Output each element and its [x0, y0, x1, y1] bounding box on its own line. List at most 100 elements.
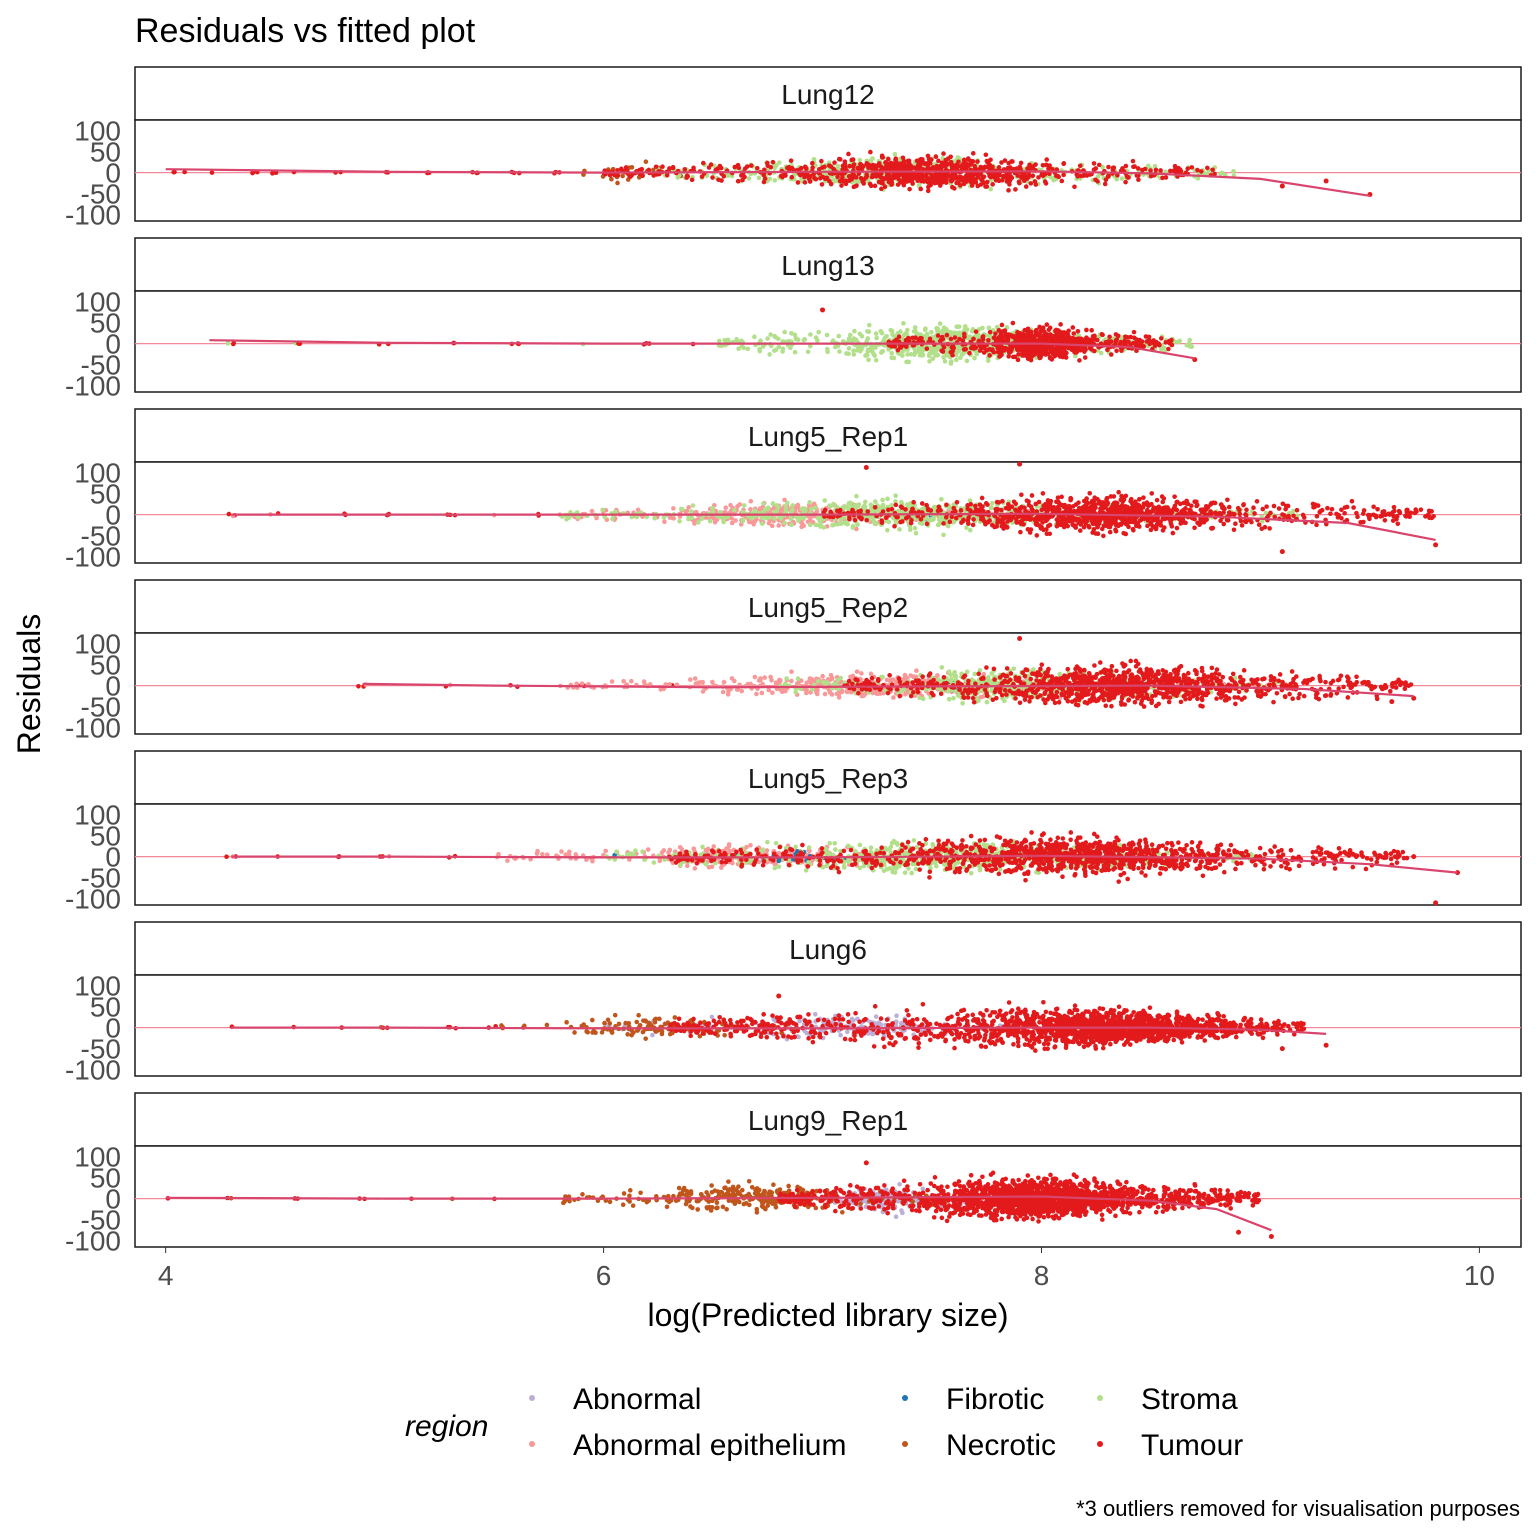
data-point	[1000, 336, 1005, 341]
data-point	[1162, 516, 1168, 522]
data-point	[745, 346, 751, 352]
data-point	[912, 349, 918, 355]
data-point	[954, 324, 960, 330]
data-point	[1371, 512, 1376, 518]
data-point	[880, 180, 885, 186]
data-point	[1066, 337, 1071, 343]
data-point	[916, 182, 922, 188]
data-point	[888, 175, 893, 180]
data-point	[811, 156, 817, 162]
data-point	[872, 353, 877, 358]
data-point	[1375, 506, 1380, 512]
data-point	[1174, 525, 1180, 531]
data-point	[922, 161, 927, 167]
data-point	[830, 522, 835, 528]
data-point	[1294, 507, 1300, 513]
data-point	[952, 335, 958, 340]
data-point	[999, 160, 1004, 165]
data-point	[911, 499, 916, 505]
data-point	[801, 515, 807, 520]
data-point	[1106, 164, 1111, 170]
data-point	[862, 503, 867, 509]
data-point	[1123, 163, 1129, 169]
data-point	[1015, 347, 1020, 353]
data-point	[852, 517, 858, 523]
data-point	[765, 163, 771, 169]
data-point	[1084, 173, 1090, 178]
data-point	[901, 332, 907, 338]
data-point	[1100, 332, 1105, 338]
data-point	[1166, 338, 1172, 344]
data-point	[879, 520, 885, 526]
data-point	[1105, 347, 1110, 353]
data-point	[708, 162, 714, 167]
data-point	[941, 151, 946, 156]
data-point	[941, 532, 946, 538]
data-point	[1059, 178, 1065, 184]
data-point	[822, 498, 828, 503]
data-point	[898, 351, 903, 357]
data-point	[999, 507, 1004, 513]
data-point	[707, 518, 713, 524]
data-point	[1185, 166, 1191, 171]
data-point	[981, 350, 987, 355]
data-point	[839, 521, 844, 526]
data-point	[987, 347, 992, 352]
data-point	[996, 500, 1002, 505]
data-point	[954, 180, 959, 186]
data-point	[954, 165, 959, 170]
data-point	[1239, 523, 1245, 528]
data-point	[1189, 165, 1195, 170]
data-point	[696, 520, 701, 525]
data-point	[1113, 339, 1119, 345]
data-point	[1238, 518, 1244, 524]
outlier-point	[820, 307, 826, 313]
data-point	[1013, 187, 1018, 192]
data-point	[870, 162, 876, 168]
data-point	[944, 174, 950, 179]
data-point	[225, 341, 231, 346]
data-point	[917, 160, 922, 166]
data-point	[772, 178, 778, 183]
data-point	[1170, 530, 1176, 536]
data-point	[662, 519, 667, 525]
data-point	[941, 521, 946, 526]
data-point	[1128, 499, 1133, 504]
data-point	[1101, 533, 1106, 539]
data-point	[1006, 354, 1011, 359]
data-point	[983, 152, 989, 158]
data-point	[983, 501, 989, 506]
data-point	[1152, 163, 1158, 169]
data-point	[866, 329, 872, 335]
data-point	[990, 182, 995, 187]
data-point	[889, 182, 894, 187]
data-point	[1189, 344, 1195, 349]
data-point	[1047, 325, 1053, 331]
data-point	[808, 516, 813, 521]
data-point	[1044, 338, 1049, 343]
data-point	[854, 493, 859, 499]
data-point	[1233, 521, 1238, 527]
data-point	[828, 509, 833, 515]
data-point	[652, 515, 657, 521]
data-point	[925, 506, 931, 512]
data-point	[1019, 492, 1024, 498]
data-point	[1162, 525, 1167, 530]
data-point	[1159, 336, 1164, 341]
data-point	[948, 361, 954, 366]
data-point	[798, 172, 803, 178]
data-point	[1046, 166, 1051, 171]
data-point	[1339, 507, 1344, 513]
data-point	[1148, 527, 1154, 533]
data-point	[748, 506, 753, 512]
data-point	[846, 151, 851, 157]
data-point	[929, 172, 934, 178]
data-point	[1121, 530, 1127, 536]
data-point	[784, 500, 790, 506]
data-point	[1006, 188, 1011, 193]
data-point	[994, 337, 1000, 343]
data-point	[864, 173, 870, 179]
data-point	[818, 175, 823, 181]
data-point	[1006, 160, 1011, 166]
